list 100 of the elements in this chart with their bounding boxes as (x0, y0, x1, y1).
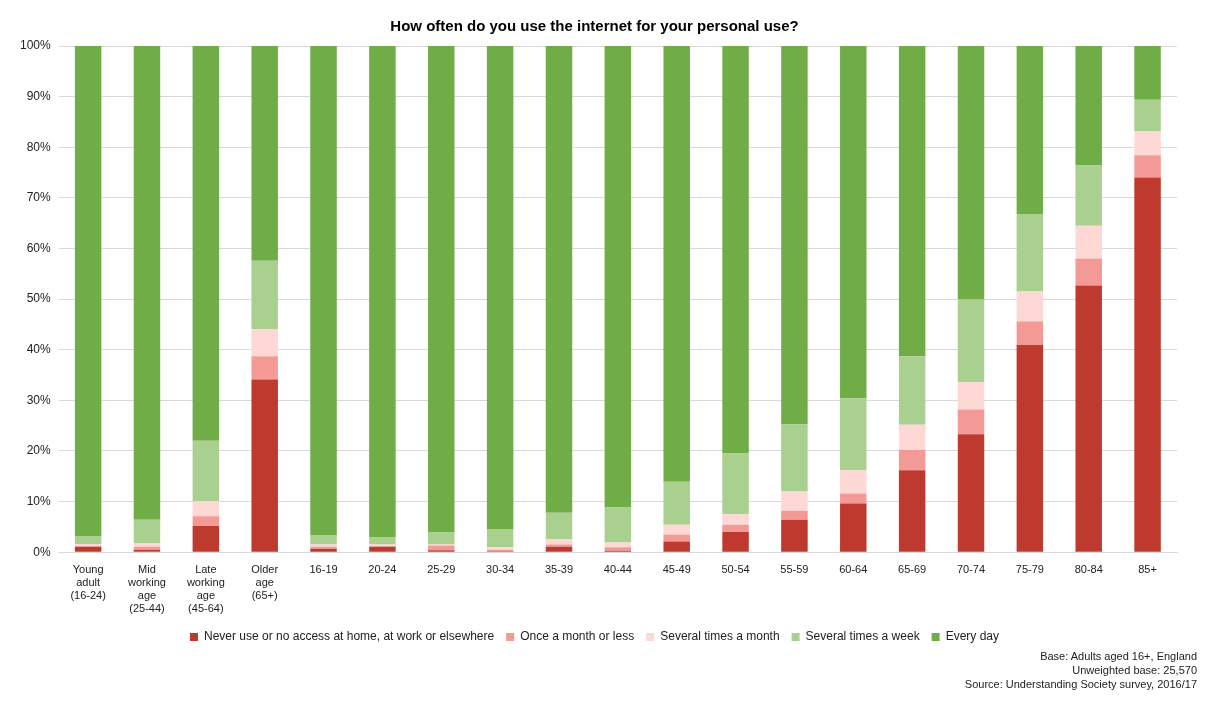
legend-label: Several times a week (805, 629, 921, 644)
y-tick-label: 20% (26, 443, 52, 458)
bar (428, 532, 455, 545)
bar (957, 434, 985, 552)
bar (898, 449, 926, 471)
bar (74, 546, 102, 552)
bar (840, 398, 867, 471)
bar (74, 46, 102, 536)
bar (840, 46, 867, 399)
x-tick-label: 16-19 (309, 562, 338, 575)
x-tick-label: 45-49 (662, 562, 691, 575)
bar (722, 514, 749, 525)
bar (1134, 155, 1161, 178)
bar (1016, 46, 1044, 215)
bar (781, 510, 808, 520)
x-tick-label: 75-79 (1015, 562, 1044, 575)
bar (663, 534, 690, 542)
bar (1134, 131, 1161, 156)
x-tick-label: 85+ (1138, 562, 1157, 575)
y-tick-label: 60% (26, 240, 52, 255)
bar (722, 46, 749, 454)
bar (840, 493, 867, 504)
bar (369, 546, 396, 552)
x-tick-label: 40-44 (603, 562, 632, 575)
bar (604, 507, 632, 543)
y-tick-label: 40% (26, 342, 52, 357)
bar (251, 46, 278, 261)
bar (486, 528, 514, 548)
x-tick-label: 50-54 (721, 562, 750, 575)
bar (192, 525, 220, 552)
bar (604, 46, 632, 508)
bar (1075, 46, 1102, 166)
bar (428, 46, 455, 533)
x-tick-label: Mid working age (25-44) (127, 562, 166, 615)
x-tick-label: 20-24 (368, 562, 397, 575)
bar (192, 46, 220, 441)
bar (840, 470, 867, 494)
source-note: Source: Understanding Society survey, 2016/17 (963, 677, 1197, 691)
bar (545, 539, 573, 545)
bar (957, 299, 985, 383)
bar (663, 541, 690, 552)
bar (781, 519, 808, 552)
bar (1134, 99, 1161, 132)
y-tick-label: 10% (26, 493, 52, 508)
legend-label: Every day (945, 629, 999, 644)
y-tick-label: 100% (19, 38, 52, 53)
bar (310, 46, 337, 535)
bar (898, 46, 926, 357)
legend-label: Several times a month (660, 629, 780, 644)
x-tick-label: 25-29 (427, 562, 456, 575)
bar (898, 356, 926, 425)
bar (898, 470, 926, 552)
x-tick-label: 35-39 (544, 562, 574, 575)
bar (133, 519, 161, 544)
x-tick-label: 30-34 (486, 562, 515, 575)
bar (1016, 321, 1044, 345)
y-tick-label: 80% (26, 139, 52, 154)
chart-title: How often do you use the internet for your personal use? (390, 17, 799, 35)
bar (1016, 214, 1044, 292)
text: Base: Adults aged 16+, England (1039, 649, 1197, 663)
legend-label: Once a month or less (520, 629, 635, 644)
bar (251, 260, 278, 329)
bar (251, 356, 278, 380)
bar (781, 491, 808, 511)
bar (369, 537, 396, 545)
bar (722, 524, 749, 532)
bar (663, 46, 690, 482)
y-tick-label: 90% (26, 88, 52, 103)
x-tick-label: 65-69 (898, 562, 927, 575)
text: Unweighted base: 25,570 (1071, 663, 1197, 677)
y-tick-label: 0% (33, 544, 52, 559)
bar (957, 382, 985, 410)
bar (781, 46, 808, 425)
x-tick-label: 80-84 (1074, 562, 1103, 575)
bar (251, 328, 278, 357)
bar (722, 531, 749, 552)
bar (840, 503, 867, 552)
bar (1016, 291, 1044, 322)
x-tick-label: Late working age (45-64) (185, 562, 225, 615)
bar (1134, 177, 1161, 552)
bar (369, 46, 396, 538)
x-tick-label: 55-59 (780, 562, 809, 575)
bar (251, 379, 278, 552)
bar (192, 440, 220, 502)
bar (1075, 165, 1102, 226)
y-tick-label: 50% (26, 291, 52, 306)
legend-label: Never use or no access at home, at work or elsewhere (204, 629, 495, 644)
bar (545, 512, 573, 540)
bar (192, 501, 220, 517)
x-tick-label: 70-74 (956, 562, 986, 575)
bar (957, 409, 985, 435)
x-tick-label: Young adult (16-24) (70, 562, 106, 602)
bar (663, 481, 690, 525)
bar (133, 46, 161, 520)
x-tick-label: Older age (65+) (251, 562, 279, 602)
bar (545, 544, 573, 547)
bar (1016, 344, 1044, 552)
bar (1075, 258, 1102, 286)
bar (1075, 225, 1102, 259)
bar (1134, 46, 1161, 100)
